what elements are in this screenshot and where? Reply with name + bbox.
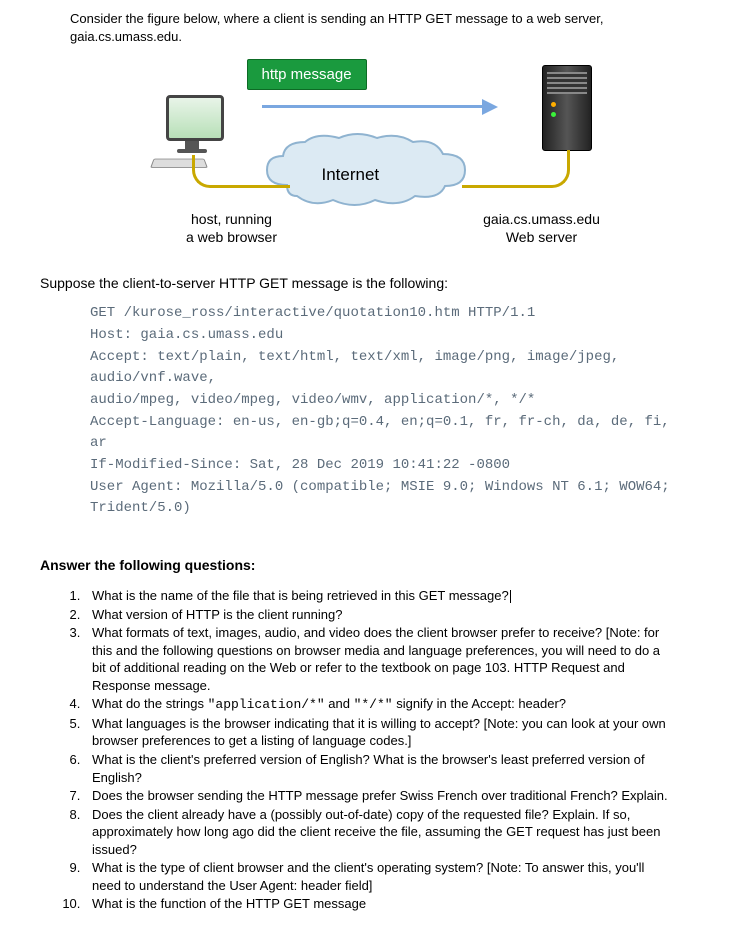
http-line-7: User Agent: Mozilla/5.0 (compatible; MSI… <box>90 477 673 519</box>
intro-line2: gaia.cs.umass.edu. <box>70 29 182 44</box>
http-line-6: If-Modified-Since: Sat, 28 Dec 2019 10:4… <box>90 455 673 476</box>
text-cursor-icon <box>510 590 511 603</box>
question-5: What languages is the browser indicating… <box>84 715 673 750</box>
question-8: Does the client already have a (possibly… <box>84 806 673 859</box>
client-wire <box>192 155 290 188</box>
questions-list: What is the name of the file that is bei… <box>70 587 673 913</box>
http-message-label: http message <box>247 59 367 90</box>
server-caption: gaia.cs.umass.edu Web server <box>457 210 627 246</box>
question-9: What is the type of client browser and t… <box>84 859 673 894</box>
question-2: What version of HTTP is the client runni… <box>84 606 673 624</box>
question-1: What is the name of the file that is bei… <box>84 587 673 605</box>
code-star-star: "*/*" <box>354 697 393 712</box>
http-line-2: Host: gaia.cs.umass.edu <box>90 325 673 346</box>
question-6: What is the client's preferred version o… <box>84 751 673 786</box>
page: Consider the figure below, where a clien… <box>0 0 743 944</box>
http-line-1: GET /kurose_ross/interactive/quotation10… <box>90 303 673 324</box>
suppose-text: Suppose the client-to-server HTTP GET me… <box>40 275 673 291</box>
server-icon <box>542 65 592 151</box>
arrow-line <box>262 105 482 108</box>
intro-line1: Consider the figure below, where a clien… <box>70 11 604 26</box>
http-line-4: audio/mpeg, video/mpeg, video/wmv, appli… <box>90 390 673 411</box>
cloud-label: Internet <box>322 165 380 185</box>
http-line-3: Accept: text/plain, text/html, text/xml,… <box>90 347 673 389</box>
arrow-head-icon <box>482 99 498 115</box>
question-3: What formats of text, images, audio, and… <box>84 624 673 694</box>
code-app-star: "application/*" <box>208 697 325 712</box>
answer-heading: Answer the following questions: <box>40 557 673 573</box>
server-wire <box>462 150 570 188</box>
question-4: What do the strings "application/*" and … <box>84 695 673 714</box>
network-diagram: http message Internet host, running a we… <box>92 55 652 265</box>
question-7: Does the browser sending the HTTP messag… <box>84 787 673 805</box>
intro-text: Consider the figure below, where a clien… <box>70 10 673 45</box>
http-line-5: Accept-Language: en-us, en-gb;q=0.4, en;… <box>90 412 673 454</box>
question-10: What is the function of the HTTP GET mes… <box>84 895 673 913</box>
http-message-block: GET /kurose_ross/interactive/quotation10… <box>90 303 673 519</box>
client-caption: host, running a web browser <box>162 210 302 246</box>
